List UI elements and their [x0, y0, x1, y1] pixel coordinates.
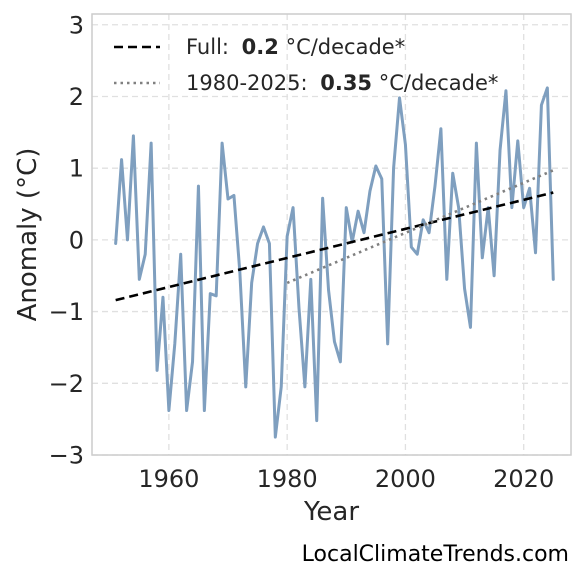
y-tick-label: 1 — [69, 155, 84, 183]
site-credit: LocalClimateTrends.com — [302, 542, 569, 567]
y-tick-label: 2 — [69, 83, 84, 111]
y-tick-label: 0 — [69, 226, 84, 254]
y-tick-label: 3 — [69, 11, 84, 39]
x-axis-title: Year — [303, 497, 359, 527]
y-tick-label: −1 — [49, 298, 84, 326]
legend-label-full: Full: — [186, 35, 229, 59]
y-axis-title: Anomaly (°C) — [13, 148, 43, 322]
y-tick-label: −3 — [49, 442, 84, 470]
legend-rate-full: 0.2 — [242, 35, 279, 59]
x-tick-label: 1960 — [138, 465, 199, 493]
legend: Full: 0.2 °C/decade* 1980-2025: 0.35 °C/… — [114, 35, 498, 95]
trendlines — [115, 169, 554, 302]
series-layer — [114, 86, 555, 439]
legend-unit-full: °C/decade* — [286, 35, 406, 59]
trendline-recent — [286, 169, 554, 285]
y-tick-label: −2 — [49, 370, 84, 398]
trendline-full — [115, 191, 554, 302]
legend-entry-full: Full: 0.2 °C/decade* — [186, 35, 405, 59]
legend-unit-recent: °C/decade* — [379, 71, 499, 95]
plot-frame — [91, 13, 572, 456]
anomaly-series-line — [114, 86, 555, 439]
legend-rate-recent: 0.35 — [320, 71, 372, 95]
legend-entry-recent: 1980-2025: 0.35 °C/decade* — [186, 71, 498, 95]
legend-label-recent: 1980-2025: — [186, 71, 308, 95]
x-tick-labels: 1960 1980 2000 2020 — [138, 465, 554, 493]
x-tick-label: 2020 — [493, 465, 554, 493]
x-tick-label: 1980 — [257, 465, 318, 493]
y-tick-labels: −3 −2 −1 0 1 2 3 — [49, 11, 84, 469]
x-tick-label: 2000 — [375, 465, 436, 493]
